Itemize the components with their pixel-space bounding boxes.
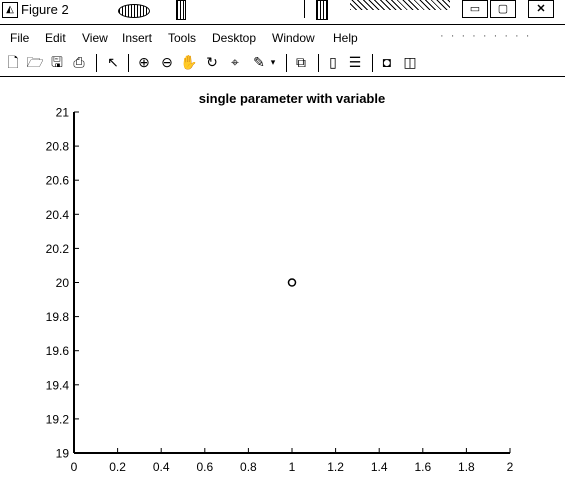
y-tick-label: 19.6 (46, 344, 70, 358)
hide-plot-tools-icon[interactable]: ◘ (382, 54, 392, 70)
print-icon[interactable]: ⎙ (73, 54, 85, 70)
insert-legend-icon[interactable]: ☰ (348, 54, 362, 70)
y-tick-label: 20 (56, 276, 70, 290)
menu-insert[interactable]: Insert (122, 31, 153, 45)
menu-file[interactable]: File (10, 31, 30, 45)
figure-canvas[interactable]: single parameter with variable 19 19.2 19.… (0, 77, 565, 496)
x-tick-label: 0.8 (240, 460, 257, 474)
brush-icon[interactable]: ✎ (253, 54, 265, 70)
pan-hand-icon[interactable]: ✋ (180, 54, 198, 70)
titlebar-graphic (350, 0, 450, 10)
y-tick-label: 20.4 (46, 208, 70, 222)
x-tick-label: 1.8 (458, 460, 475, 474)
figure-toolbar: 🗋 🗁 🖫 ⎙ ↖ ⊕ ⊖ ✋ ↻ ⌖ ✎ ▾ ⧉ ▯ ☰ ◘ ◫ (0, 50, 565, 77)
y-tick-label: 19.2 (46, 412, 70, 426)
toolbar-separator (96, 54, 97, 72)
show-plot-tools-icon[interactable]: ◫ (403, 54, 417, 70)
close-button[interactable]: ✕ (528, 0, 554, 18)
y-tick-label: 20.2 (46, 242, 70, 256)
matlab-figure-icon[interactable]: ◭ (2, 2, 18, 18)
toolbar-separator (286, 54, 287, 72)
link-plot-icon[interactable]: ⧉ (296, 54, 306, 70)
edit-plot-arrow-icon[interactable]: ↖ (107, 54, 119, 70)
y-tick-label: 20.6 (46, 174, 70, 188)
titlebar-panel (184, 0, 305, 18)
y-tick-label: 21 (56, 106, 70, 120)
x-tick-label: 2 (507, 460, 514, 474)
toolbar-separator (372, 54, 373, 72)
y-tick-label: 19.8 (46, 310, 70, 324)
x-tick-label: 0.6 (196, 460, 213, 474)
titlebar-graphic (176, 0, 186, 20)
titlebar-graphic (118, 4, 150, 18)
menu-tools[interactable]: Tools (168, 31, 197, 45)
titlebar-graphic (316, 0, 328, 20)
data-cursor-icon[interactable]: ⌖ (231, 54, 239, 70)
x-tick-label: 1.6 (414, 460, 431, 474)
brush-dropdown-icon[interactable]: ▾ (270, 57, 276, 67)
menu-edit[interactable]: Edit (45, 31, 66, 45)
insert-colorbar-icon[interactable]: ▯ (329, 54, 337, 70)
x-tick-label: 1.2 (327, 460, 344, 474)
zoom-out-icon[interactable]: ⊖ (161, 54, 173, 70)
x-tick-label: 1 (289, 460, 296, 474)
new-figure-icon[interactable]: 🗋 (7, 54, 19, 70)
titlebar-divider (0, 24, 565, 25)
window-titlebar: ◭ Figure 2 ▭ ▢ ✕ (0, 0, 565, 24)
menu-view[interactable]: View (82, 31, 108, 45)
menu-desktop[interactable]: Desktop (212, 31, 257, 45)
save-icon[interactable]: 🖫 (51, 54, 63, 70)
data-point (287, 278, 297, 287)
y-tick-label: 20.8 (46, 140, 70, 154)
x-tick-label: 1.4 (371, 460, 388, 474)
maximize-button[interactable]: ▢ (490, 0, 516, 18)
y-tick-label: 19 (56, 447, 70, 461)
zoom-in-icon[interactable]: ⊕ (138, 54, 150, 70)
chart-title: single parameter with variable (198, 91, 386, 106)
open-file-icon[interactable]: 🗁 (26, 54, 44, 70)
toolbar-separator (318, 54, 319, 72)
menu-bar-grip-icon: · · · · · · · · · (440, 30, 532, 42)
toolbar-separator (128, 54, 129, 72)
menu-bar: File Edit View Insert Tools Desktop Wind… (0, 29, 565, 49)
minimize-button[interactable]: ▭ (462, 0, 488, 18)
y-tick-label: 19.4 (46, 378, 70, 392)
menu-window[interactable]: Window (272, 31, 315, 45)
x-tick-label: 0 (71, 460, 78, 474)
x-tick-label: 0.2 (109, 460, 126, 474)
x-tick-label: 0.4 (153, 460, 170, 474)
menu-help[interactable]: Help (333, 31, 358, 45)
rotate-3d-icon[interactable]: ↻ (206, 54, 218, 70)
window-title: Figure 2 (21, 2, 69, 17)
